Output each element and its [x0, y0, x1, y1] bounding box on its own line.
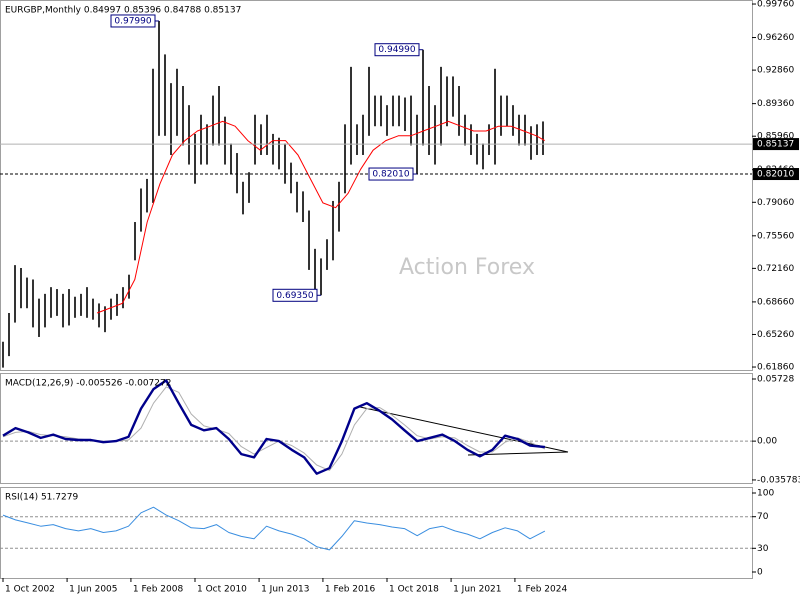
y-tick-label: 0 [757, 567, 763, 577]
x-tick-label: 1 Oct 2018 [389, 585, 439, 595]
y-tick-label: 0.00 [757, 437, 777, 447]
level-label-box [753, 168, 799, 181]
y-tick-label: 0.99760 [757, 0, 794, 10]
moving-average [96, 120, 545, 314]
y-tick-label: 0.72160 [757, 264, 794, 274]
pane-border [0, 487, 753, 579]
x-tick-label: 1 Jun 2013 [261, 585, 309, 595]
x-tick-label: 1 Jun 2005 [69, 585, 117, 595]
y-tick-label: 0.85960 [757, 132, 794, 142]
annotation-box [272, 288, 318, 302]
annotation-box [110, 14, 156, 28]
y-tick-label: 0.61860 [757, 363, 794, 373]
x-tick-label: 1 Feb 2024 [517, 585, 568, 595]
y-tick-label: 0.96260 [757, 33, 794, 43]
y-tick-label: 0.65260 [757, 330, 794, 340]
pane-border [0, 0, 753, 371]
y-tick-label: 0.79060 [757, 198, 794, 208]
annotation-box [368, 167, 414, 181]
pane-title: EURGBP,Monthly 0.84997 0.85396 0.84788 0… [5, 6, 241, 16]
last-price-box [753, 138, 799, 151]
y-tick-label: 70 [757, 512, 769, 522]
pane-border [0, 373, 753, 484]
y-tick-label: 0.89360 [757, 99, 794, 109]
y-tick-label: 0.75560 [757, 231, 794, 241]
annotation-label: 0.94990 [378, 45, 415, 55]
level-label: 0.82010 [757, 170, 794, 180]
annotation-box [374, 43, 420, 57]
x-tick-label: 1 Jun 2021 [453, 585, 501, 595]
x-tick-label: 1 Feb 2016 [325, 585, 376, 595]
annotation-label: 0.69350 [276, 291, 313, 301]
series-line [2, 379, 546, 475]
y-tick-label: 0.92860 [757, 66, 794, 76]
trendline [359, 406, 569, 453]
last-price-label: 0.85137 [757, 140, 794, 150]
pane-title: RSI(14) 51.7279 [5, 493, 78, 503]
pane-title: MACD(12,26,9) -0.005526 -0.007272 [5, 379, 171, 389]
x-tick-label: 1 Oct 2010 [197, 585, 247, 595]
watermark: Action Forex [399, 255, 535, 280]
x-tick-label: 1 Feb 2008 [133, 585, 184, 595]
annotation-label: 0.82010 [372, 170, 409, 180]
series-line [2, 506, 546, 551]
y-tick-label: 0.68660 [757, 297, 794, 307]
y-tick-label: 0.05728 [757, 374, 794, 384]
y-tick-label: -0.035783 [757, 475, 800, 485]
x-tick-label: 1 Oct 2002 [5, 585, 55, 595]
y-tick-label: 30 [757, 544, 769, 554]
annotation-label: 0.97990 [114, 16, 151, 26]
y-tick-label: 100 [757, 489, 774, 499]
